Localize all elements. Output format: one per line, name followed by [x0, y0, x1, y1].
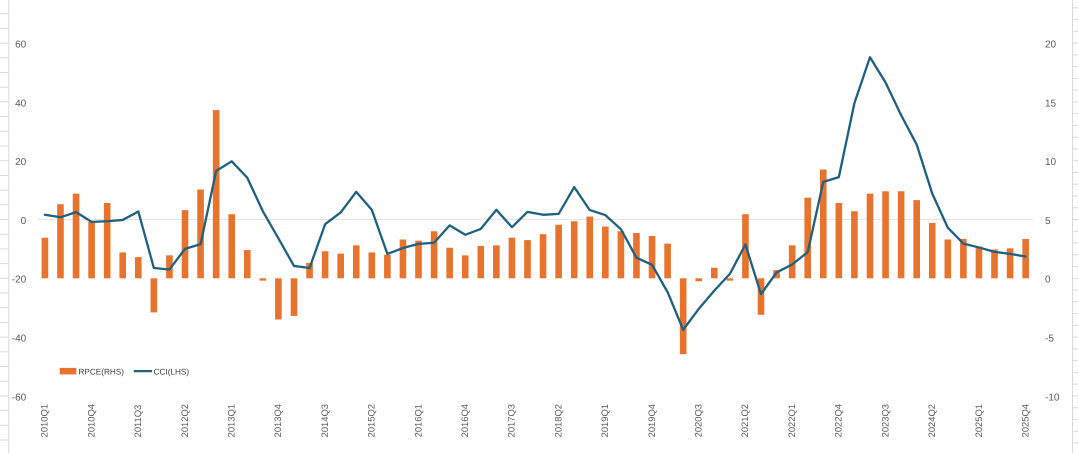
svg-text:2016Q4: 2016Q4: [459, 404, 470, 437]
svg-text:2012Q2: 2012Q2: [179, 404, 190, 437]
svg-text:-20: -20: [12, 275, 27, 286]
svg-text:2014Q3: 2014Q3: [319, 404, 330, 437]
svg-text:10: 10: [1045, 157, 1057, 168]
svg-text:2025Q4: 2025Q4: [1019, 404, 1030, 437]
svg-text:15: 15: [1045, 98, 1057, 109]
svg-text:60: 60: [15, 40, 27, 51]
svg-text:2010Q4: 2010Q4: [85, 404, 96, 437]
svg-text:2023Q3: 2023Q3: [879, 404, 890, 437]
svg-text:RPCE(RHS): RPCE(RHS): [79, 367, 125, 376]
svg-text:0: 0: [21, 216, 27, 227]
svg-text:40: 40: [15, 98, 27, 109]
svg-text:2016Q1: 2016Q1: [412, 404, 423, 437]
svg-text:2017Q3: 2017Q3: [506, 404, 517, 437]
svg-text:2022Q4: 2022Q4: [833, 404, 844, 437]
svg-text:2022Q1: 2022Q1: [786, 404, 797, 437]
svg-text:20: 20: [15, 157, 27, 168]
svg-text:2011Q3: 2011Q3: [132, 405, 143, 438]
svg-text:2010Q1: 2010Q1: [39, 404, 50, 437]
svg-text:2021Q2: 2021Q2: [739, 404, 750, 437]
svg-text:2019Q1: 2019Q1: [599, 404, 610, 437]
svg-text:2019Q4: 2019Q4: [646, 404, 657, 437]
svg-text:2013Q1: 2013Q1: [226, 404, 237, 437]
svg-text:5: 5: [1045, 216, 1051, 227]
svg-text:2025Q1: 2025Q1: [973, 404, 984, 437]
svg-text:2013Q4: 2013Q4: [272, 404, 283, 437]
svg-text:-60: -60: [12, 392, 27, 403]
svg-text:0: 0: [1045, 275, 1051, 286]
svg-text:2024Q2: 2024Q2: [926, 404, 937, 437]
svg-text:2015Q2: 2015Q2: [366, 404, 377, 437]
svg-text:CCI(LHS): CCI(LHS): [154, 367, 190, 376]
svg-text:-10: -10: [1045, 392, 1060, 403]
svg-text:-40: -40: [12, 334, 27, 345]
svg-text:2018Q2: 2018Q2: [552, 404, 563, 437]
svg-text:20: 20: [1045, 40, 1057, 51]
svg-text:-5: -5: [1045, 334, 1054, 345]
svg-text:2020Q3: 2020Q3: [693, 404, 704, 437]
